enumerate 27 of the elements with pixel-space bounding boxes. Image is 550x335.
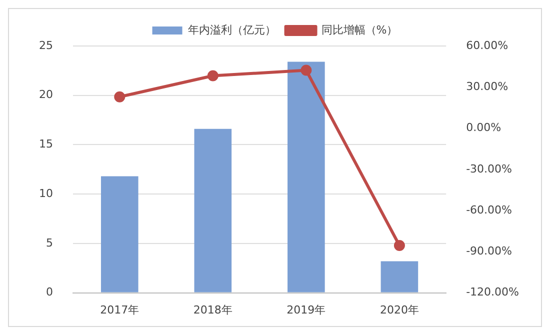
y2-tick-label: 30.00% (466, 80, 508, 93)
x-tick-label: 2019年 (286, 303, 326, 316)
bar (194, 128, 232, 292)
y2-tick-label: 60.00% (466, 38, 508, 52)
point (394, 240, 405, 251)
y2-tick-label: -60.00% (466, 203, 512, 216)
point (300, 64, 312, 76)
bar (288, 62, 325, 292)
y2-tick-label: -90.00% (466, 244, 512, 258)
y-tick-label: 15 (38, 138, 53, 151)
bar (380, 261, 418, 292)
y2-tick-label: -120.00% (466, 286, 520, 299)
legend-label: 同比增幅（%） (321, 23, 398, 36)
x-tick-label: 2018年 (193, 303, 232, 316)
y2-tick-label: 0.00% (466, 121, 502, 134)
y-tick-label: 25 (38, 38, 53, 52)
point (207, 70, 218, 82)
point (114, 91, 126, 102)
y-tick-label: 0 (46, 286, 53, 299)
y-tick-label: 5 (46, 236, 53, 250)
bar (100, 176, 138, 292)
y-tick-label: 10 (38, 186, 53, 200)
legend-label: 年内溢利（亿元） (188, 23, 276, 36)
y-tick-label: 20 (38, 88, 53, 102)
x-tick-label: 2017年 (100, 303, 140, 316)
y2-tick-label: -30.00% (466, 162, 512, 176)
x-tick-label: 2020年 (380, 303, 419, 316)
